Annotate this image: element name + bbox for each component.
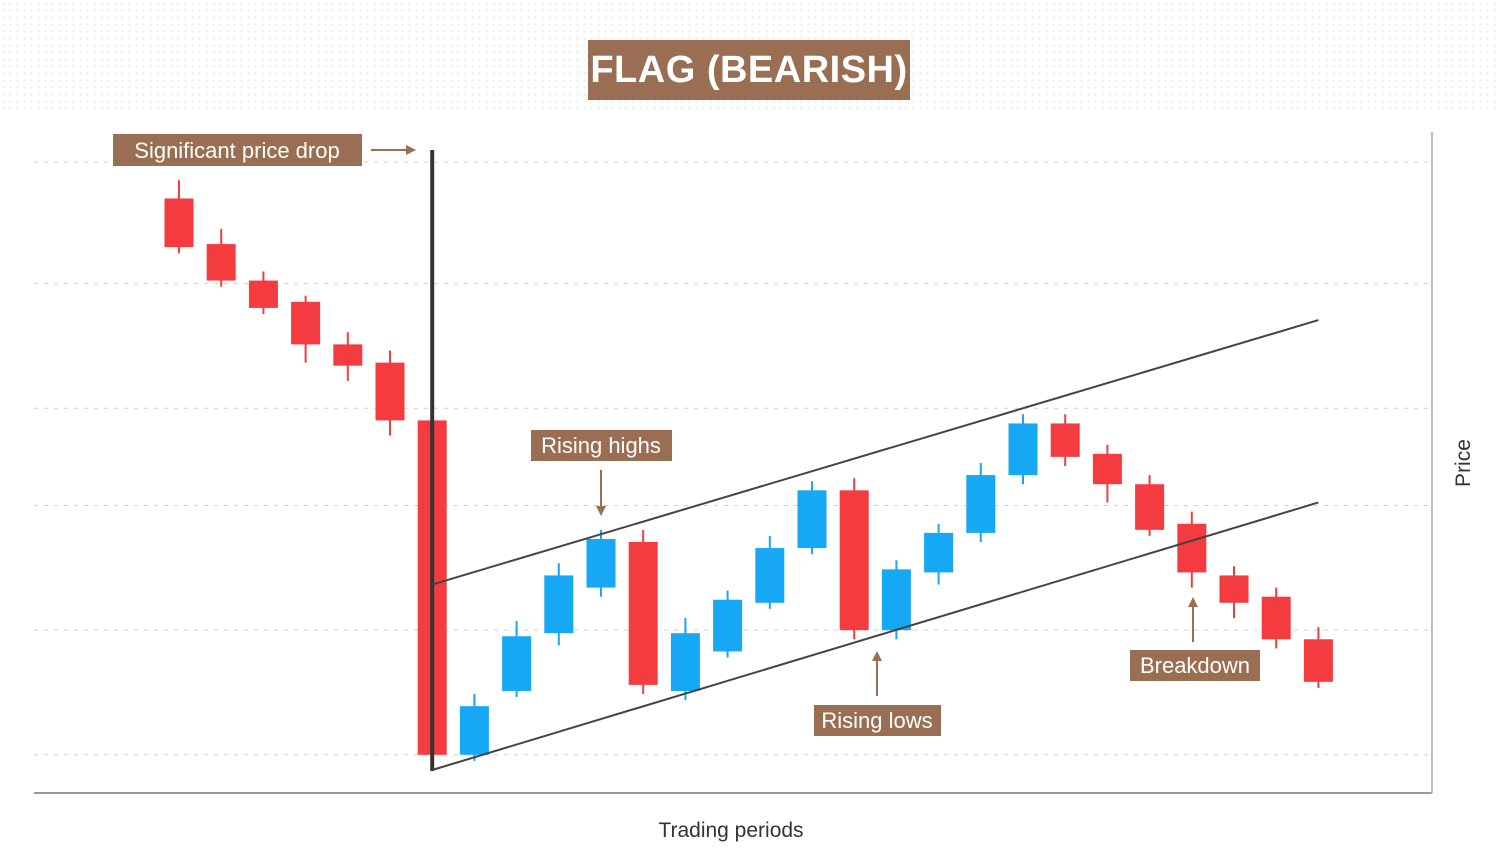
candle-down	[164, 180, 194, 254]
candle-down	[1177, 511, 1207, 588]
candle-up	[459, 694, 489, 761]
candle-down	[628, 529, 658, 694]
candle-body	[586, 538, 616, 588]
channel-upper-line	[431, 319, 1319, 586]
candle-up	[755, 535, 785, 609]
chart-title: FLAG (BEARISH)	[588, 40, 910, 100]
candle-body	[755, 548, 785, 603]
candle-body	[628, 542, 658, 685]
candle-up	[881, 560, 911, 640]
annotation-significant-drop-label: Significant price drop	[134, 138, 339, 163]
candle-down	[1219, 566, 1249, 618]
candle-body	[1177, 523, 1207, 573]
annotation-rising-highs: Rising highs	[531, 430, 672, 516]
candle-up	[1008, 414, 1038, 485]
candle-body	[670, 633, 700, 691]
candle-body	[206, 244, 236, 281]
candle-body	[502, 636, 532, 691]
candle-up	[713, 590, 743, 658]
candle-down	[1261, 587, 1291, 649]
channel-lower-line	[431, 501, 1319, 771]
candle-body	[459, 706, 489, 755]
candle-body	[1303, 639, 1333, 682]
annotation-rising-lows-label: Rising lows	[821, 708, 932, 733]
candle-down	[248, 271, 278, 314]
candle-body	[333, 344, 363, 366]
candle-body	[713, 599, 743, 652]
annotation-rising-lows: Rising lows	[814, 651, 941, 736]
candle-down	[1050, 414, 1080, 466]
annotation-breakdown-label: Breakdown	[1140, 653, 1250, 678]
candle-body	[1261, 596, 1291, 640]
annotation-significant-drop: Significant price drop	[113, 134, 416, 166]
candle-body	[248, 280, 278, 308]
candle-body	[966, 475, 996, 533]
annotation-rising-highs-label: Rising highs	[541, 433, 661, 458]
candle-down	[839, 478, 869, 640]
candle-body	[544, 575, 574, 634]
candle-body	[1219, 575, 1249, 603]
candle-body	[924, 532, 954, 573]
candle-body	[797, 490, 827, 549]
candle-body	[839, 490, 869, 631]
candle-down	[1135, 475, 1165, 536]
annotation-breakdown: Breakdown	[1130, 597, 1260, 681]
candle-up	[966, 462, 996, 542]
candle-down	[375, 350, 405, 436]
candle-up	[586, 529, 616, 597]
candle-up	[670, 618, 700, 701]
candle-body	[1008, 423, 1038, 476]
candle-body	[881, 569, 911, 631]
candle-body	[1050, 423, 1080, 457]
candle-up	[797, 481, 827, 555]
candle-up	[502, 621, 532, 698]
candle-body	[164, 198, 194, 248]
x-axis-label: Trading periods	[658, 819, 803, 842]
y-axis-label: Price	[1452, 439, 1475, 487]
candle-down	[333, 332, 363, 381]
candle-down	[206, 228, 236, 287]
candle-up	[544, 563, 574, 646]
candle-body	[1092, 453, 1122, 485]
candle-up	[924, 523, 954, 585]
candle-body	[375, 362, 405, 421]
candle-down	[1303, 627, 1333, 688]
candle-down	[291, 295, 321, 363]
candle-body	[1135, 484, 1165, 530]
candle-down	[1092, 444, 1122, 503]
candle-body	[291, 301, 321, 345]
